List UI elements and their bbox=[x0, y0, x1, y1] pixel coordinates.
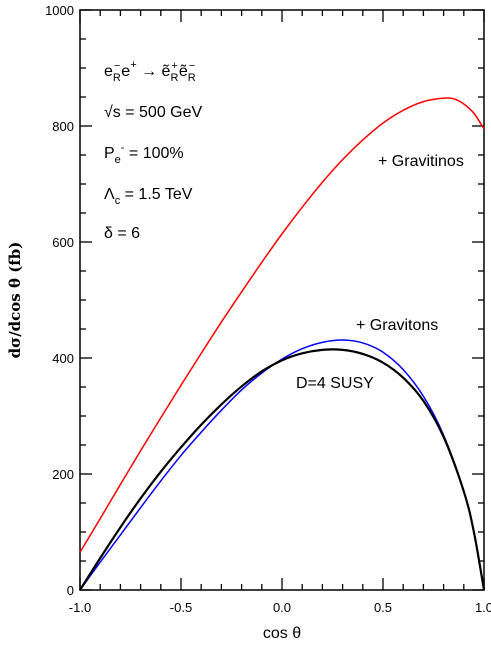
y-tick-label: 400 bbox=[52, 351, 74, 366]
susy-curve bbox=[79, 348, 486, 591]
susy-label: D=4 SUSY bbox=[296, 375, 374, 392]
x-tick-label: -0.5 bbox=[170, 600, 192, 615]
process-label: eR−e+ → ẽR+ẽR− bbox=[104, 59, 196, 84]
x-tick-label: 0.0 bbox=[273, 600, 291, 615]
x-tick-label: -1.0 bbox=[69, 600, 91, 615]
svg-text:Λc = 1.5 TeV: Λc = 1.5 TeV bbox=[104, 186, 193, 207]
x-axis-title: cos θ bbox=[263, 625, 301, 642]
lambda-label: Λc = 1.5 TeV bbox=[104, 186, 193, 207]
svg-text:Pe- = 100%: Pe- = 100% bbox=[104, 142, 184, 166]
y-tick-label: 200 bbox=[52, 467, 74, 482]
y-tick-label: 1000 bbox=[45, 3, 74, 18]
gravitons-curve bbox=[79, 339, 485, 591]
y-tick-label: 0 bbox=[67, 583, 74, 598]
gravitinos-label: + Gravitinos bbox=[378, 153, 464, 170]
curves-group bbox=[79, 97, 486, 591]
svg-text:eR−e+ → ẽR+ẽR−: eR−e+ → ẽR+ẽR− bbox=[104, 59, 196, 84]
x-tick-label: 1.0 bbox=[475, 600, 491, 615]
gravitons-label: + Gravitons bbox=[356, 317, 438, 334]
plot-frame bbox=[79, 9, 485, 591]
delta-label: δ = 6 bbox=[104, 225, 140, 242]
sqrt-s-label: √s = 500 GeV bbox=[104, 104, 203, 121]
y-axis-title: dσ/dcos θ (fb) bbox=[6, 242, 24, 359]
gravitinos-curve bbox=[79, 97, 485, 553]
polarization-label: Pe- = 100% bbox=[104, 142, 184, 166]
y-tick-label: 600 bbox=[52, 235, 74, 250]
tick-labels-group: -1.0 -0.5 0.0 0.5 1.0 0 200 400 600 800 1000 bbox=[45, 3, 491, 615]
x-tick-label: 0.5 bbox=[374, 600, 392, 615]
y-tick-label: 800 bbox=[52, 119, 74, 134]
ticks-group bbox=[79, 9, 485, 591]
